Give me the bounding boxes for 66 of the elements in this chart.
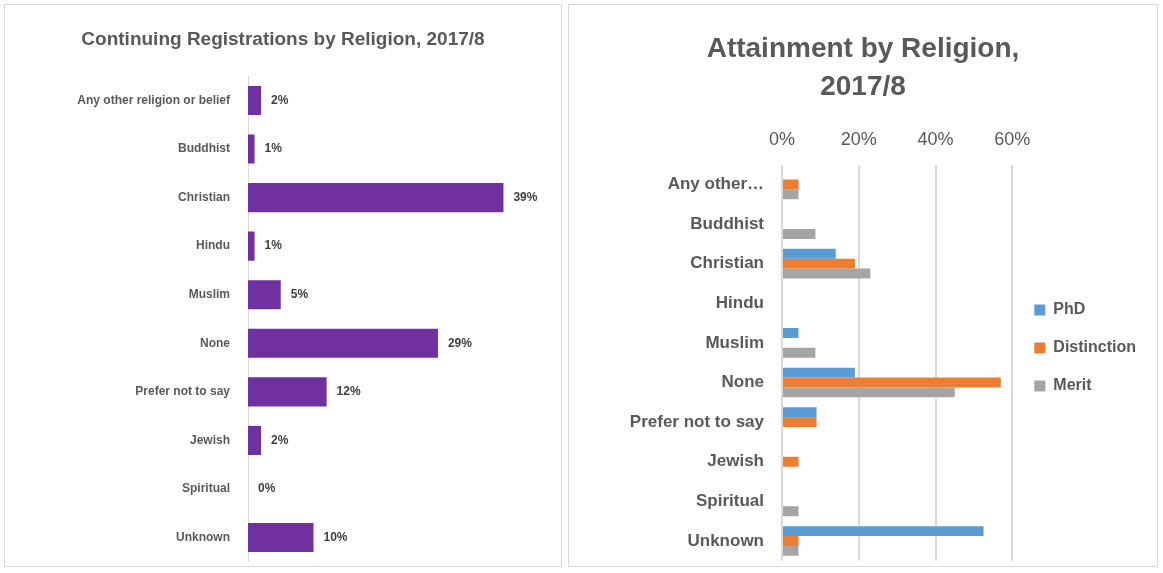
bar (783, 347, 816, 358)
bar (248, 85, 262, 116)
data-label: 1% (264, 238, 283, 253)
y-tick-label: None (200, 335, 231, 350)
bar (783, 328, 799, 338)
y-tick-label: Buddhist (178, 141, 230, 156)
bar (783, 417, 817, 428)
chart-title: Continuing Registrations by Religion, 2017/8 (80, 27, 486, 51)
x-tick-label: 40% (917, 128, 954, 149)
bar (783, 407, 817, 418)
legend-label: Distinction (1053, 338, 1137, 356)
legend-label: Merit (1053, 376, 1093, 394)
bar (783, 189, 799, 200)
y-tick-label: Any other religion or belief (77, 92, 231, 107)
bar (248, 280, 281, 310)
bar (783, 258, 855, 269)
data-label: 2% (271, 92, 289, 107)
y-tick-label: Muslim (188, 287, 230, 302)
bar (783, 228, 816, 239)
y-tick-label: None (721, 372, 764, 392)
data-label: 10% (323, 529, 348, 544)
bar (783, 377, 1001, 388)
bar (248, 522, 314, 553)
y-tick-label: Christian (690, 253, 764, 273)
y-tick-label: Spiritual (181, 481, 230, 496)
x-tick-label: 60% (994, 128, 1031, 149)
y-tick-label: Unknown (176, 529, 230, 544)
bar (783, 268, 871, 279)
bar (248, 231, 255, 261)
bar (248, 183, 504, 213)
y-tick-label: Prefer not to say (135, 384, 231, 399)
y-tick-label: Christian (177, 189, 230, 204)
x-tick-label: 0% (768, 128, 796, 149)
bar (783, 506, 799, 517)
bar (783, 526, 984, 537)
bar (783, 179, 799, 190)
legend-label: PhD (1053, 300, 1086, 318)
bar (248, 425, 262, 455)
y-tick-label: Hindu (715, 292, 764, 312)
x-tick-label: 20% (840, 128, 877, 149)
bar (248, 134, 255, 164)
y-tick-label: Hindu (196, 238, 230, 253)
y-tick-label: Buddhist (690, 213, 765, 233)
bar (783, 545, 799, 556)
y-tick-label: Muslim (705, 332, 764, 352)
data-label: 2% (271, 432, 289, 447)
chart-title: Attainment by Religion, 2017/8 (705, 31, 1021, 103)
y-tick-label: Any other… (667, 174, 764, 194)
bar (248, 328, 438, 358)
bar (248, 377, 327, 407)
bar (783, 536, 799, 546)
y-tick-label: Prefer not to say (629, 411, 765, 431)
y-tick-label: Unknown (687, 530, 764, 550)
data-label: 0% (258, 481, 276, 496)
data-label: 29% (447, 335, 473, 350)
bar (783, 367, 855, 378)
bar (783, 456, 799, 467)
bar (783, 387, 955, 398)
data-label: 39% (513, 189, 538, 204)
bar (783, 248, 836, 259)
y-tick-label: Spiritual (695, 491, 764, 511)
y-tick-label: Jewish (189, 432, 230, 447)
data-label: 5% (290, 287, 309, 302)
data-label: 1% (264, 141, 283, 156)
y-tick-label: Jewish (707, 451, 764, 471)
data-label: 12% (336, 384, 361, 399)
